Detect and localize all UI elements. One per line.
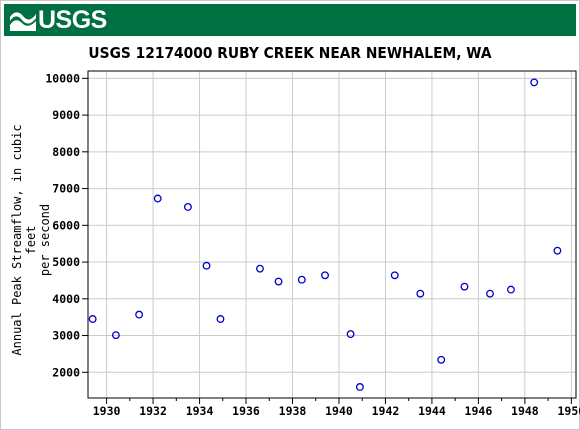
plot-area-border xyxy=(87,70,577,399)
y-tick-label: 8000 xyxy=(52,145,80,159)
y-tick-label: 10000 xyxy=(45,71,80,85)
x-tick-label: 1930 xyxy=(93,404,121,418)
data-point xyxy=(297,275,306,284)
data-point xyxy=(506,285,515,294)
x-tick-label: 1946 xyxy=(465,404,493,418)
y-tick-label: 9000 xyxy=(52,108,80,122)
x-tick-label: 1942 xyxy=(372,404,400,418)
data-points xyxy=(88,78,562,391)
axis-ticks: 2000 3000 4000 5000 6000 7000 8000 9000 10000 193… xyxy=(45,71,580,418)
usgs-logo-text: USGS xyxy=(38,6,107,34)
y-tick-label: 2000 xyxy=(52,365,80,379)
y-tick-label: 6000 xyxy=(52,218,80,232)
data-point xyxy=(183,202,192,211)
y-tick-label: 4000 xyxy=(52,292,80,306)
x-tick-label: 1950 xyxy=(558,404,580,418)
x-tick-label: 1934 xyxy=(186,404,214,418)
data-point xyxy=(274,277,283,286)
data-point xyxy=(111,331,120,340)
data-point xyxy=(553,246,562,255)
x-tick-label: 1938 xyxy=(279,404,307,418)
data-point xyxy=(216,315,225,323)
x-tick-label: 1940 xyxy=(325,404,353,418)
data-point xyxy=(202,261,211,270)
grid-lines xyxy=(88,71,576,398)
x-tick-label: 1932 xyxy=(139,404,167,418)
usgs-banner: USGS xyxy=(4,4,576,36)
data-point xyxy=(135,310,144,319)
y-tick-label: 5000 xyxy=(52,255,80,269)
x-tick-label: 1936 xyxy=(232,404,260,418)
y-tick-label: 7000 xyxy=(52,182,80,196)
data-point xyxy=(256,264,264,273)
data-point xyxy=(486,289,494,298)
data-point xyxy=(437,355,446,364)
data-point xyxy=(416,289,425,298)
data-point xyxy=(355,383,364,391)
x-tick-label: 1944 xyxy=(418,404,446,418)
data-point xyxy=(460,282,469,291)
data-point xyxy=(390,271,399,280)
usgs-wave-logo-icon xyxy=(10,12,36,31)
data-point xyxy=(153,194,162,203)
data-point xyxy=(88,315,97,323)
x-tick-label: 1948 xyxy=(511,404,539,418)
chart-title: USGS 12174000 RUBY CREEK NEAR NEWHALEM, … xyxy=(88,44,492,62)
data-point xyxy=(346,330,355,339)
y-tick-label: 3000 xyxy=(52,329,80,343)
data-point xyxy=(530,78,539,87)
data-point xyxy=(321,271,329,280)
